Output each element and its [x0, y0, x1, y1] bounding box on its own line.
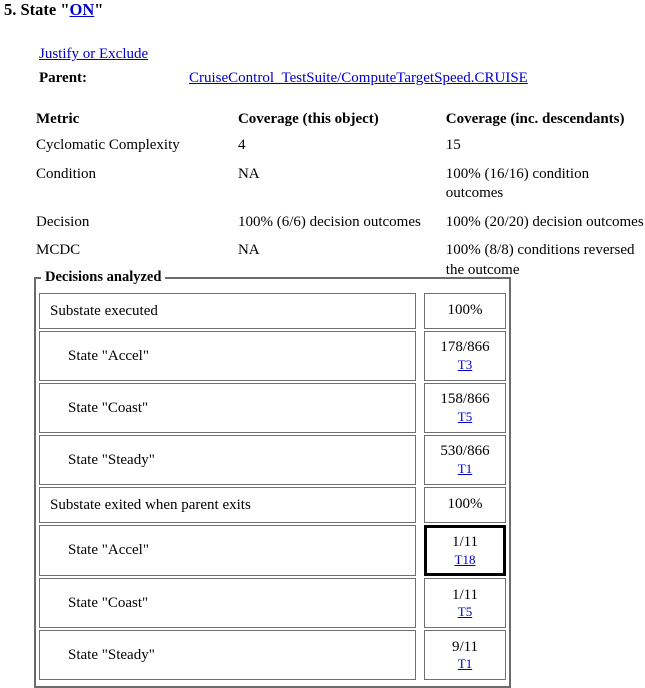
decision-test-wrap: T3	[429, 357, 501, 372]
column-spacer	[416, 293, 424, 329]
metric-this-object: NA	[237, 242, 260, 258]
decision-test-link[interactable]: T1	[457, 461, 473, 477]
metrics-row: Cyclomatic Complexity 4 15	[36, 136, 644, 165]
metric-name: Condition	[36, 165, 97, 182]
decision-value-cell: 1/11 T5	[424, 578, 506, 629]
metric-descendants: 100% (20/20) decision outcomes	[445, 213, 644, 230]
justify-or-exclude-row: Justify or Exclude	[39, 46, 148, 63]
decision-row: State "Coast" 158/866 T5	[39, 383, 506, 433]
metric-this-object: NA	[237, 165, 260, 182]
decisions-analyzed-panel: Decisions analyzed Substate executed 100%…	[34, 269, 511, 688]
metrics-row: Decision 100% (6/6) decision outcomes 10…	[36, 213, 644, 242]
decision-coverage-value: 1/11	[451, 586, 479, 603]
decision-value-cell-selected: 1/11 T18	[424, 525, 506, 577]
decisions-table: Substate executed 100% State "Accel" 178/86…	[39, 291, 506, 682]
decision-coverage-value: 100%	[447, 302, 483, 319]
parent-path-link[interactable]: CruiseControl_TestSuite/ComputeTargetSpe…	[189, 70, 528, 86]
decision-name: State "Steady"	[39, 435, 416, 485]
decision-row: State "Coast" 1/11 T5	[39, 578, 506, 629]
decision-value-cell: 9/11 T1	[424, 630, 506, 681]
decision-row: State "Steady" 9/11 T1	[39, 630, 506, 681]
metrics-header-row: Metric Coverage (this object) Coverage (…	[36, 111, 644, 136]
metrics-header-descendants: Coverage (inc. descendants)	[445, 111, 625, 127]
decision-row: State "Steady" 530/866 T1	[39, 435, 506, 485]
decision-coverage-value: 9/11	[451, 638, 479, 655]
metrics-header-metric: Metric	[36, 111, 80, 127]
metric-this-object: 4	[237, 137, 246, 153]
column-spacer	[416, 578, 424, 628]
decision-test-wrap: T18	[431, 552, 499, 567]
decision-value-cell: 178/866 T3	[424, 331, 506, 381]
decision-coverage-value: 1/11	[451, 534, 479, 550]
decision-value-cell: 158/866 T5	[424, 383, 506, 433]
column-spacer	[416, 525, 424, 576]
decision-coverage-value: 158/866	[440, 391, 490, 408]
parent-row: Parent: CruiseControl_TestSuite/ComputeTa…	[39, 70, 639, 87]
metric-this-object: 100% (6/6) decision outcomes	[237, 213, 421, 230]
decision-value-cell: 100%	[424, 487, 506, 523]
metrics-header-this-object: Coverage (this object)	[237, 111, 379, 127]
decision-coverage-value: 178/866	[440, 339, 490, 356]
metric-name: Decision	[36, 213, 90, 230]
decision-test-link[interactable]: T5	[457, 604, 473, 620]
decision-row: State "Accel" 178/866 T3	[39, 331, 506, 381]
column-spacer	[416, 630, 424, 680]
metric-descendants: 15	[445, 137, 461, 153]
decision-name: State "Coast"	[39, 578, 416, 629]
decision-test-link[interactable]: T18	[454, 551, 476, 567]
column-spacer	[416, 435, 424, 485]
decision-value-cell: 100%	[424, 293, 506, 329]
page-title-prefix: 5. State "	[4, 0, 70, 19]
decision-coverage-value: 100%	[447, 496, 483, 513]
parent-label: Parent:	[39, 70, 88, 86]
decision-row: Substate exited when parent exits 100%	[39, 487, 506, 523]
decision-coverage-value: 530/866	[440, 443, 490, 460]
decisions-analyzed-legend: Decisions analyzed	[45, 269, 162, 285]
decision-name: State "Accel"	[39, 331, 416, 381]
column-spacer	[416, 487, 424, 523]
decision-name: Substate executed	[39, 293, 416, 329]
decision-test-link[interactable]: T1	[457, 656, 473, 672]
decision-value-cell: 530/866 T1	[424, 435, 506, 485]
decision-name: State "Steady"	[39, 630, 416, 681]
metric-name: MCDC	[36, 242, 81, 258]
metrics-row: Condition NA 100% (16/16) condition outc…	[36, 165, 644, 213]
metric-descendants: 100% (16/16) condition outcomes	[445, 165, 590, 202]
state-on-link[interactable]: ON	[69, 0, 95, 19]
decision-name: State "Accel"	[39, 525, 416, 577]
justify-or-exclude-link[interactable]: Justify or Exclude	[39, 46, 149, 62]
decision-test-link[interactable]: T5	[457, 409, 473, 425]
column-spacer	[416, 331, 424, 381]
decision-test-wrap: T1	[429, 461, 501, 476]
column-spacer	[416, 383, 424, 433]
decision-test-wrap: T5	[429, 409, 501, 424]
metric-name: Cyclomatic Complexity	[36, 137, 180, 153]
decision-name: State "Coast"	[39, 383, 416, 433]
decision-test-wrap: T1	[429, 656, 501, 671]
decision-name: Substate exited when parent exits	[39, 487, 416, 523]
page-title-suffix: "	[94, 0, 104, 19]
metrics-table: Metric Coverage (this object) Coverage (…	[36, 111, 644, 289]
decision-row: State "Accel" 1/11 T18	[39, 525, 506, 577]
decision-test-link[interactable]: T3	[457, 357, 473, 373]
decision-row: Substate executed 100%	[39, 293, 506, 329]
decision-test-wrap: T5	[429, 604, 501, 619]
page-title: 5. State "ON"	[4, 0, 103, 20]
